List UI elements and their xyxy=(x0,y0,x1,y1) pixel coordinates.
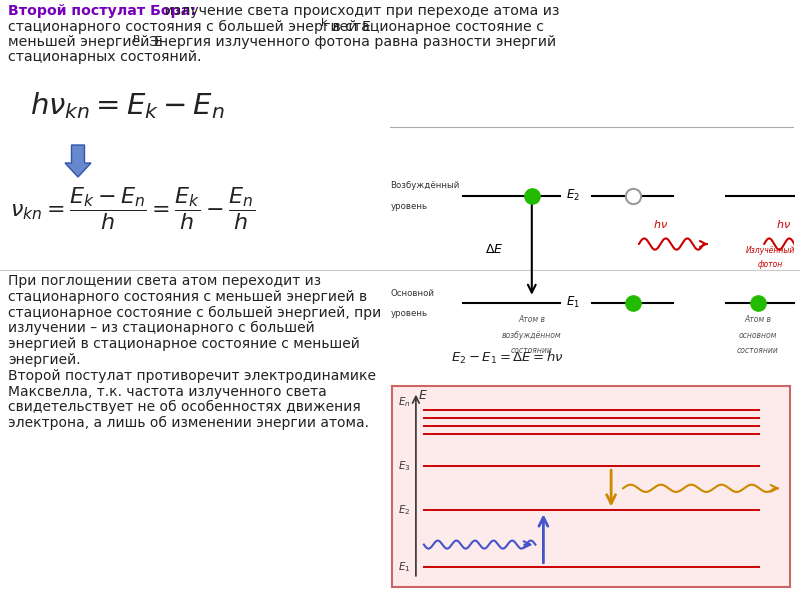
Text: Атом в: Атом в xyxy=(518,316,546,325)
Text: $E_2 - E_1 = \Delta E = h\nu$: $E_2 - E_1 = \Delta E = h\nu$ xyxy=(451,350,564,367)
Text: $E$: $E$ xyxy=(418,389,428,402)
Text: При поглощении света атом переходит из: При поглощении света атом переходит из xyxy=(8,274,321,288)
Text: электрона, а лишь об изменении энергии атома.: электрона, а лишь об изменении энергии а… xyxy=(8,416,369,430)
Text: Возбуждённый: Возбуждённый xyxy=(390,181,460,191)
Text: уровень: уровень xyxy=(390,309,427,318)
Text: возбуждённом: возбуждённом xyxy=(502,331,562,340)
Text: Основной: Основной xyxy=(390,289,434,298)
Text: $\nu_{kn} = \dfrac{E_k - E_n}{h} = \dfrac{E_k}{h} - \dfrac{E_n}{h}$: $\nu_{kn} = \dfrac{E_k - E_n}{h} = \dfra… xyxy=(10,185,255,232)
Text: $E_1$: $E_1$ xyxy=(566,295,580,310)
Text: Излучённый: Излучённый xyxy=(746,246,795,255)
FancyArrow shape xyxy=(65,145,91,177)
Text: $h\nu$: $h\nu$ xyxy=(653,218,668,230)
Text: Максвелла, т.к. частота излученного света: Максвелла, т.к. частота излученного свет… xyxy=(8,385,326,398)
Text: фотон: фотон xyxy=(758,260,782,269)
Text: излучении – из стационарного с большей: излучении – из стационарного с большей xyxy=(8,322,314,335)
Text: стационарного состояния с меньшей энергией в: стационарного состояния с меньшей энерги… xyxy=(8,290,367,304)
Text: $E_3$: $E_3$ xyxy=(398,460,410,473)
Text: . Энергия излученного фотона равна разности энергий: . Энергия излученного фотона равна разно… xyxy=(140,35,556,49)
Text: стационарных состояний.: стационарных состояний. xyxy=(8,50,202,64)
Text: Атом в: Атом в xyxy=(745,316,771,325)
Text: энергией.: энергией. xyxy=(8,353,81,367)
Text: уровень: уровень xyxy=(390,202,427,211)
Text: n: n xyxy=(133,33,140,43)
Text: k: k xyxy=(321,17,328,28)
Text: состоянии: состоянии xyxy=(511,346,553,355)
Text: $h\nu$: $h\nu$ xyxy=(776,218,791,230)
Text: в стационарное состояние с: в стационарное состояние с xyxy=(328,19,544,34)
Text: стационарного состояния с большей энергией E: стационарного состояния с большей энерги… xyxy=(8,19,371,34)
Text: излучение света происходит при переходе атома из: излучение света происходит при переходе … xyxy=(160,4,559,18)
Text: свидетельствует не об особенностях движения: свидетельствует не об особенностях движе… xyxy=(8,400,361,415)
Text: $E_1$: $E_1$ xyxy=(398,560,410,574)
Text: меньшей энергией E: меньшей энергией E xyxy=(8,35,162,49)
Text: энергией в стационарное состояние с меньшей: энергией в стационарное состояние с мень… xyxy=(8,337,360,351)
Text: $\Delta E$: $\Delta E$ xyxy=(485,242,503,256)
Text: Второй постулат противоречит электродинамике: Второй постулат противоречит электродина… xyxy=(8,369,376,383)
Text: $h\nu_{kn} = E_k - E_n$: $h\nu_{kn} = E_k - E_n$ xyxy=(30,90,225,121)
Text: $E_2$: $E_2$ xyxy=(566,188,580,203)
Text: Второй постулат Бора:: Второй постулат Бора: xyxy=(8,4,196,18)
Text: основном: основном xyxy=(739,331,778,340)
Text: стационарное состояние с большей энергией, при: стационарное состояние с большей энергие… xyxy=(8,305,382,320)
Text: $E_n$: $E_n$ xyxy=(398,395,410,409)
Text: $E_2$: $E_2$ xyxy=(398,503,410,517)
Text: состоянии: состоянии xyxy=(737,346,779,355)
